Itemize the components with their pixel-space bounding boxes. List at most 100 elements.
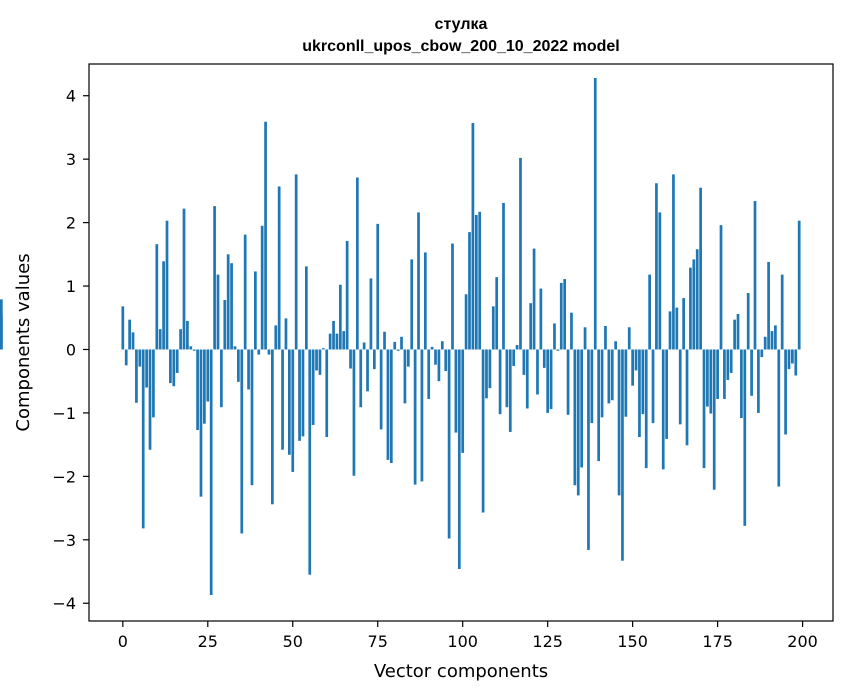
bar <box>366 349 369 392</box>
bar <box>542 349 546 368</box>
bar <box>729 349 733 373</box>
bar <box>478 211 482 350</box>
bar <box>389 349 393 464</box>
bar <box>692 259 696 350</box>
bar <box>240 349 244 534</box>
bar <box>672 174 675 350</box>
x-tick-label: 50 <box>283 632 303 651</box>
bar <box>621 349 624 561</box>
bar <box>396 349 400 351</box>
bar <box>430 346 434 350</box>
bar <box>352 349 356 476</box>
bar <box>124 349 128 366</box>
bar <box>468 232 471 350</box>
bar <box>668 311 672 350</box>
bar <box>359 349 363 408</box>
bar <box>746 293 750 350</box>
bar <box>610 349 614 401</box>
bar <box>502 202 505 350</box>
y-axis-label: Components values <box>13 253 34 431</box>
bar <box>213 206 216 350</box>
y-tick-label: −3 <box>52 531 76 550</box>
bar <box>179 329 182 350</box>
bar <box>519 157 522 350</box>
bar <box>335 333 339 350</box>
x-axis-ticks: 0 25 50 75 100 125 150 175 200 <box>118 621 818 651</box>
bar <box>597 349 601 462</box>
bar <box>525 349 529 409</box>
bar <box>274 325 278 350</box>
bar <box>413 349 417 485</box>
bar <box>655 183 658 350</box>
x-axis-label: Vector components <box>374 661 548 682</box>
bar <box>590 349 594 424</box>
y-tick-label: 0 <box>66 340 76 359</box>
bar <box>740 349 743 418</box>
bar <box>498 349 502 415</box>
bar <box>566 349 570 415</box>
bar <box>250 349 254 486</box>
bar <box>757 349 760 413</box>
bar <box>716 349 719 399</box>
bar <box>406 349 410 367</box>
bar <box>658 212 662 350</box>
bar <box>355 177 359 350</box>
bar <box>593 77 597 350</box>
bar <box>515 345 519 350</box>
bar <box>631 349 634 386</box>
bar <box>457 349 461 569</box>
bar <box>604 326 607 350</box>
bar <box>583 327 587 350</box>
bar <box>294 174 298 350</box>
bar <box>536 349 539 395</box>
bar <box>505 349 509 408</box>
bar <box>719 225 723 350</box>
bar <box>141 349 145 529</box>
bar <box>699 187 702 350</box>
bar <box>451 243 454 350</box>
bar <box>209 349 213 595</box>
bar <box>145 349 148 388</box>
bar <box>797 220 801 350</box>
bar <box>271 349 274 505</box>
bar <box>284 318 288 350</box>
bar <box>423 252 427 350</box>
bar <box>791 349 794 364</box>
bar <box>196 349 199 431</box>
bar <box>321 348 325 350</box>
bar <box>417 212 420 350</box>
bar <box>400 336 403 350</box>
bar <box>155 244 159 350</box>
bar <box>695 249 699 350</box>
bar <box>318 349 322 375</box>
bar <box>206 349 210 402</box>
bar <box>260 225 264 350</box>
bar <box>237 349 240 382</box>
x-tick-label: 200 <box>787 632 818 651</box>
bar <box>281 349 284 450</box>
bar <box>559 282 563 350</box>
chart-title: стулка <box>435 16 488 33</box>
bar <box>661 349 665 470</box>
bar <box>220 349 223 408</box>
bar <box>485 349 488 399</box>
bar <box>403 349 407 404</box>
bars-group <box>0 77 801 595</box>
bar <box>454 349 458 433</box>
bar <box>376 223 380 350</box>
bar <box>709 349 713 414</box>
bar <box>311 349 315 425</box>
bar <box>447 349 451 539</box>
bar <box>750 349 753 396</box>
y-axis-ticks: −4 −3 −2 −1 0 1 2 3 4 <box>52 87 89 613</box>
bar <box>634 349 638 371</box>
bar <box>444 349 448 372</box>
bar <box>328 333 332 350</box>
bar <box>794 349 798 376</box>
bar <box>315 349 318 371</box>
bar <box>767 261 770 350</box>
bar <box>556 349 560 351</box>
bar <box>787 349 791 370</box>
bar <box>546 349 550 413</box>
